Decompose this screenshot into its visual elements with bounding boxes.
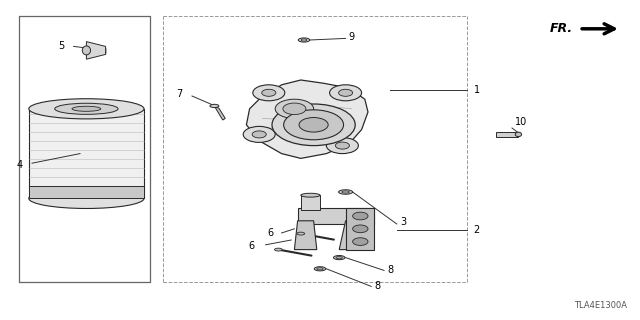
Text: 6: 6	[248, 241, 255, 251]
Circle shape	[272, 104, 355, 146]
Circle shape	[326, 138, 358, 154]
Circle shape	[275, 99, 314, 118]
Ellipse shape	[72, 106, 101, 111]
Polygon shape	[29, 186, 144, 198]
Circle shape	[283, 103, 306, 115]
Polygon shape	[211, 106, 225, 120]
Polygon shape	[339, 221, 374, 250]
Circle shape	[353, 212, 368, 220]
Ellipse shape	[301, 39, 307, 41]
Text: 9: 9	[349, 32, 355, 43]
Ellipse shape	[342, 191, 349, 193]
Polygon shape	[496, 132, 518, 137]
Text: 8: 8	[374, 281, 381, 292]
Ellipse shape	[301, 193, 320, 197]
Text: 6: 6	[268, 228, 274, 238]
Circle shape	[299, 117, 328, 132]
Text: 1: 1	[474, 84, 480, 95]
Circle shape	[353, 225, 368, 233]
Ellipse shape	[297, 232, 305, 235]
Ellipse shape	[317, 268, 323, 270]
Text: 4: 4	[16, 160, 22, 170]
Text: 7: 7	[176, 89, 182, 100]
Polygon shape	[298, 208, 374, 224]
Ellipse shape	[515, 132, 522, 137]
Ellipse shape	[210, 104, 219, 108]
Polygon shape	[29, 109, 144, 198]
Ellipse shape	[29, 99, 144, 119]
Polygon shape	[246, 80, 368, 158]
Circle shape	[339, 89, 353, 96]
Polygon shape	[86, 42, 106, 59]
Polygon shape	[301, 195, 320, 210]
Text: 3: 3	[400, 217, 406, 228]
Circle shape	[353, 238, 368, 245]
Ellipse shape	[333, 255, 345, 260]
Ellipse shape	[55, 103, 118, 114]
Ellipse shape	[336, 257, 342, 259]
Text: 5: 5	[58, 41, 64, 52]
Circle shape	[284, 110, 344, 140]
Circle shape	[243, 126, 275, 142]
Ellipse shape	[29, 188, 144, 209]
Text: 10: 10	[515, 116, 527, 127]
Ellipse shape	[275, 248, 282, 251]
Circle shape	[253, 85, 285, 101]
Text: 2: 2	[474, 225, 480, 236]
Ellipse shape	[339, 190, 353, 194]
Circle shape	[262, 89, 276, 96]
Polygon shape	[346, 208, 374, 250]
Circle shape	[330, 85, 362, 101]
Ellipse shape	[83, 46, 91, 55]
Circle shape	[335, 142, 349, 149]
Ellipse shape	[314, 267, 326, 271]
Text: TLA4E1300A: TLA4E1300A	[574, 301, 627, 310]
Text: FR.: FR.	[550, 22, 573, 35]
Polygon shape	[294, 221, 317, 250]
Circle shape	[252, 131, 266, 138]
Ellipse shape	[298, 38, 310, 42]
Text: 8: 8	[387, 265, 394, 276]
